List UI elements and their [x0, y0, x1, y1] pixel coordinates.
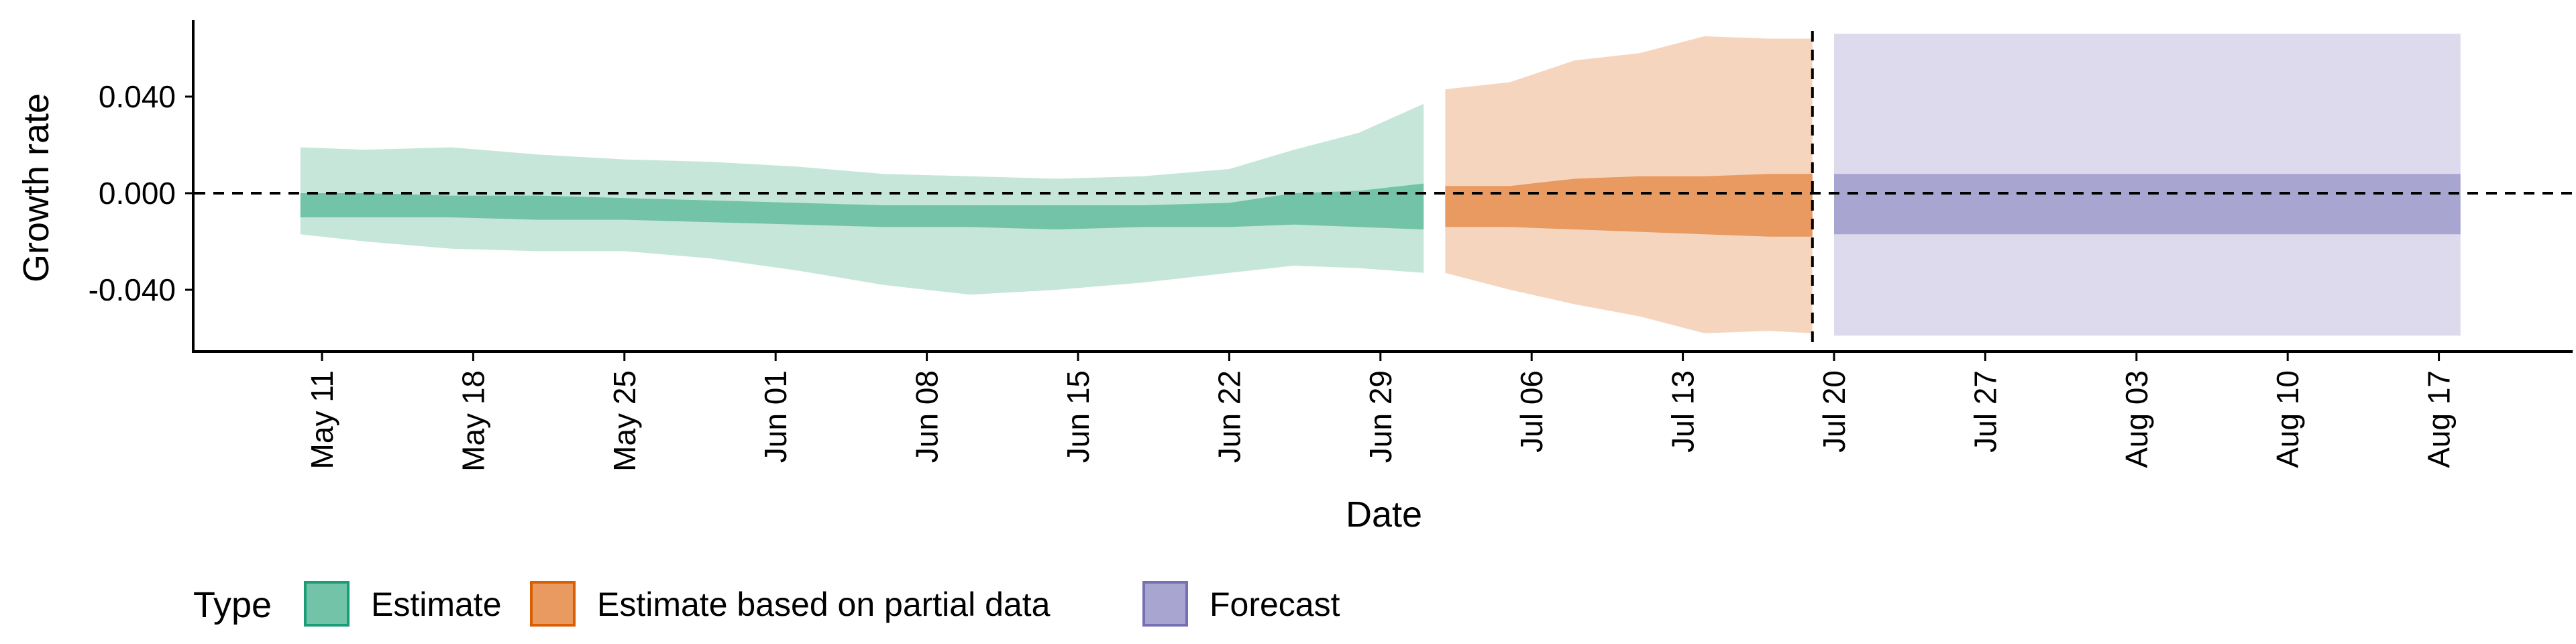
legend-swatch	[530, 581, 576, 627]
x-tick-label: Jul 27	[1968, 370, 2002, 453]
legend-swatch	[1142, 581, 1188, 627]
y-tick-label: -0.040	[89, 272, 176, 307]
reference-lines	[195, 31, 2573, 352]
x-tick-label: Jul 06	[1514, 370, 1549, 453]
legend-title: Type	[193, 585, 272, 625]
x-ticks: May 11 May 18 May 25 Jun 01 Jun 08 Jun 15 Jun …	[305, 352, 2457, 472]
x-axis-title: Date	[1346, 494, 1422, 535]
x-tick-label: Jun 15	[1061, 370, 1095, 463]
y-axis-title: Growth rate	[16, 93, 56, 282]
legend-items: Estimate Estimate based on partial data Fo…	[304, 581, 1340, 627]
x-tick-label: Jul 13	[1666, 370, 1701, 453]
band-outer-estimate	[300, 103, 1424, 295]
band-inner-estimate	[300, 183, 1424, 229]
legend: Type Estimate Estimate based on partial d…	[193, 581, 1340, 627]
legend-label: Forecast	[1210, 586, 1340, 623]
x-tick-label: Jun 08	[910, 370, 945, 463]
y-tick-label: 0.040	[99, 79, 176, 114]
x-tick-label: Jul 20	[1817, 370, 1851, 453]
legend-swatch	[304, 581, 350, 627]
y-tick-label: 0.000	[99, 176, 176, 211]
x-tick-label: Jun 01	[758, 370, 793, 463]
x-tick-label: Aug 17	[2422, 370, 2457, 468]
band-inner-estimate-based-on-partial-data	[1445, 174, 1813, 237]
legend-label: Estimate based on partial data	[597, 586, 1051, 623]
x-tick-label: May 18	[455, 370, 490, 472]
x-tick-label: Jun 22	[1212, 370, 1246, 463]
x-tick-label: May 11	[305, 370, 339, 469]
legend-label: Estimate	[371, 586, 502, 623]
y-ticks: 0.040 0.000 -0.040	[89, 79, 193, 307]
x-tick-label: Jun 29	[1363, 370, 1398, 463]
band-inner-forecast	[1834, 174, 2461, 235]
x-tick-label: May 25	[607, 370, 642, 472]
x-tick-label: Aug 10	[2270, 370, 2305, 468]
x-tick-label: Aug 03	[2119, 370, 2154, 468]
plot-bands	[300, 34, 2461, 336]
axes	[192, 20, 2573, 353]
